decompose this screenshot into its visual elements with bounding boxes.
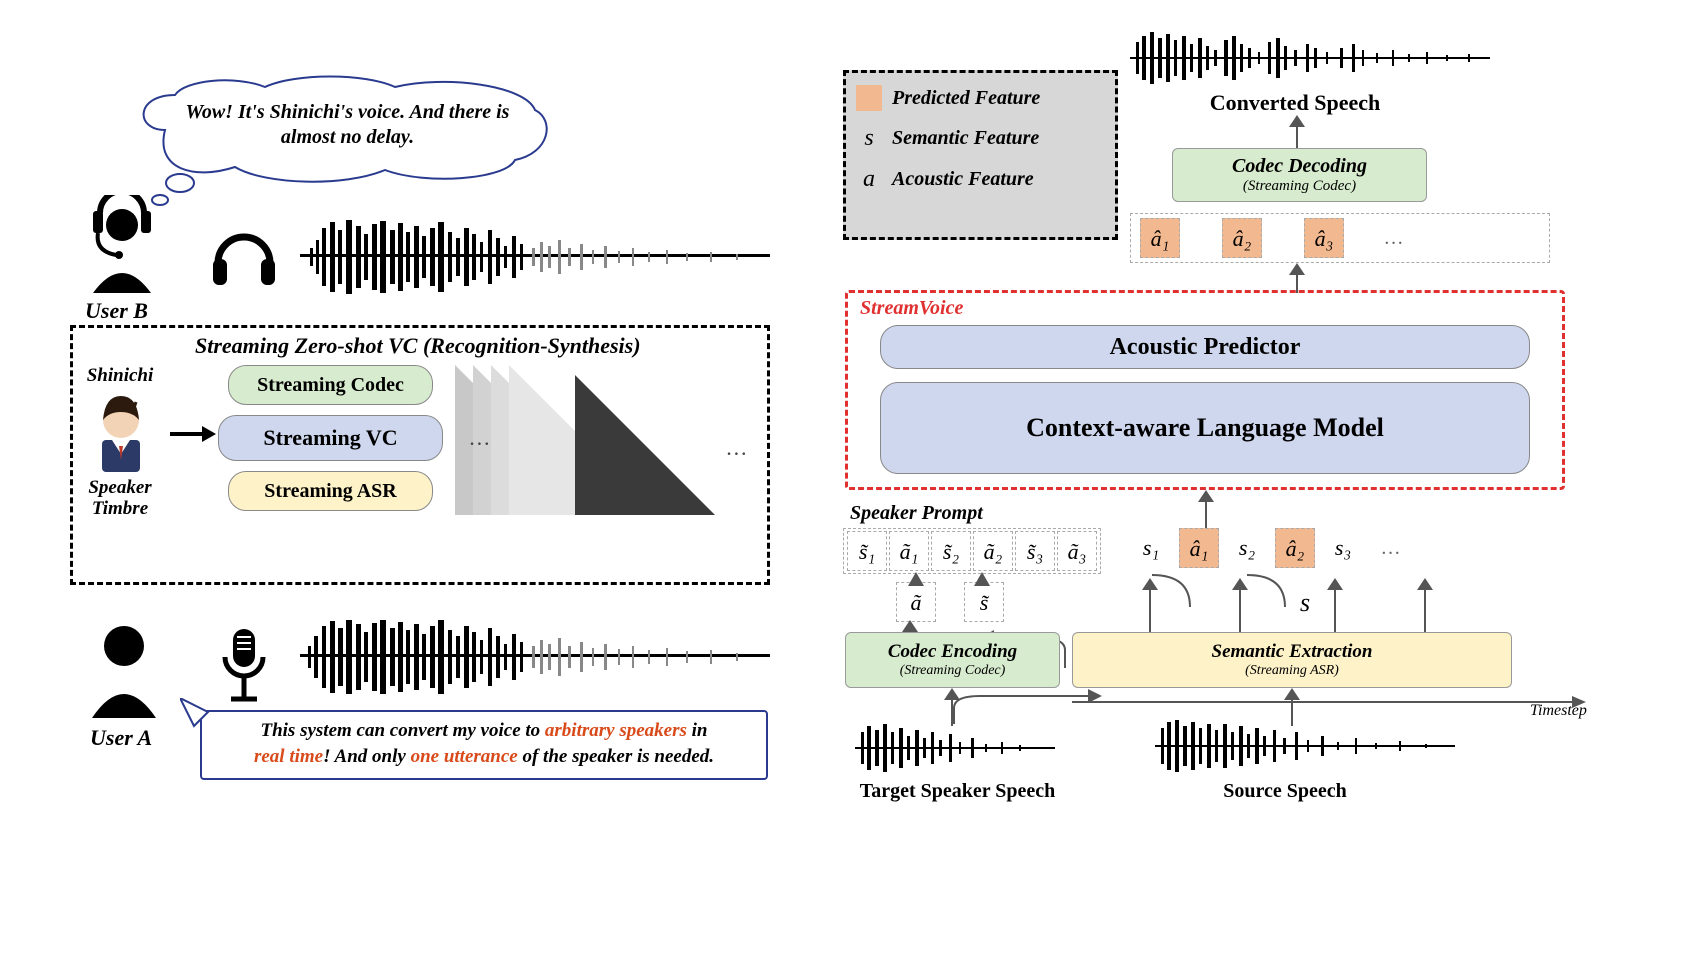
thought-bubble: Wow! It's Shinichi's voice. And there is… <box>125 75 555 220</box>
streaming-asr-pill: Streaming ASR <box>228 471 433 511</box>
pt5: ã₃ <box>1057 531 1097 571</box>
sp1: This system can convert my voice to <box>260 720 544 741</box>
sp2: arbitrary speakers <box>545 720 687 741</box>
sq4: s₃ <box>1323 528 1363 568</box>
speaker-timbre-label: Speaker Timbre <box>70 478 170 520</box>
sp5: ! And only <box>323 746 410 767</box>
out-dots: … <box>1385 227 1403 250</box>
timestep-label: Timestep <box>1530 702 1587 720</box>
streaming-codec-pill: Streaming Codec <box>228 365 433 405</box>
shinichi-avatar <box>88 390 154 479</box>
semantic-extraction-box: Semantic Extraction (Streaming ASR) <box>1072 632 1512 688</box>
acoustic-predictor-pill: Acoustic Predictor <box>880 325 1530 369</box>
converted-waveform <box>1130 30 1490 93</box>
headphones-icon <box>208 225 280 294</box>
svg-text:…: … <box>470 425 490 450</box>
legend-acoustic: Acoustic Feature <box>892 168 1034 191</box>
sp7: of the speaker is needed. <box>518 746 714 767</box>
svg-text:…: … <box>727 435 747 460</box>
waveform-input <box>300 618 770 703</box>
arrow-into-sv <box>1194 490 1218 530</box>
legend-box: Predicted Feature s Semantic Feature a A… <box>843 70 1118 240</box>
user-a-icon <box>82 620 167 725</box>
speaker-timbre-text: Speaker Timbre <box>88 477 151 519</box>
sq3: â₂ <box>1275 528 1315 568</box>
codec-encoding-box: Codec Encoding (Streaming Codec) <box>845 632 1060 688</box>
out-tok-1: â₁ <box>1140 218 1180 258</box>
codec-decoding-box: Codec Decoding (Streaming Codec) <box>1172 148 1427 202</box>
user-b-label: User B <box>85 298 148 324</box>
output-tokens: â₁ â₂ â₃ … <box>1130 213 1550 263</box>
source-waveform <box>1155 718 1455 781</box>
sq-dots: … <box>1382 537 1400 560</box>
arrow-sv-out <box>1285 263 1309 293</box>
thought-text: Wow! It's Shinichi's voice. And there is… <box>180 100 515 150</box>
seq-tokens: s₁ â₁ s₂ â₂ s₃ … <box>1130 528 1400 568</box>
legend-s: s <box>856 125 882 152</box>
legend-semantic: Semantic Feature <box>892 127 1039 150</box>
user-b-icon <box>75 195 170 300</box>
sp6: one utterance <box>411 746 518 767</box>
shinichi-label: Shinichi <box>75 365 165 387</box>
codec-decoding-label: Codec Decoding <box>1232 155 1367 178</box>
vc-title: Streaming Zero-shot VC (Recognition-Synt… <box>195 333 641 359</box>
speaker-prompt-label: Speaker Prompt <box>850 502 983 525</box>
timestep-axis <box>1072 694 1592 714</box>
codec-decoding-sub: (Streaming Codec) <box>1243 178 1356 195</box>
waveform-output <box>300 218 770 303</box>
speech-bubble: This system can convert my voice to arbi… <box>200 710 768 780</box>
pt3: ã₂ <box>973 531 1013 571</box>
out-tok-2: â₂ <box>1222 218 1262 258</box>
target-waveform <box>855 722 1055 781</box>
legend-swatch-predicted <box>856 85 882 111</box>
legend-a: a <box>856 166 882 193</box>
source-speech-label: Source Speech <box>1185 780 1385 803</box>
pt4: s̃₃ <box>1015 531 1055 571</box>
pt2: s̃₂ <box>931 531 971 571</box>
target-speaker-label: Target Speaker Speech <box>835 780 1080 803</box>
sem-ext-label: Semantic Extraction <box>1212 641 1373 663</box>
sq2: s₂ <box>1227 528 1267 568</box>
avatar-arrow <box>168 420 216 448</box>
streaming-vc-pill: Streaming VC <box>218 415 443 461</box>
legend-predicted: Predicted Feature <box>892 87 1040 110</box>
user-a-label: User A <box>90 725 152 751</box>
out-tok-3: â₃ <box>1304 218 1344 258</box>
sq1: â₁ <box>1179 528 1219 568</box>
codec-enc-label: Codec Encoding <box>888 641 1017 663</box>
context-lm-pill: Context-aware Language Model <box>880 382 1530 474</box>
streamvoice-label: StreamVoice <box>860 297 963 320</box>
microphone-icon <box>215 625 273 720</box>
converted-speech-label: Converted Speech <box>1180 90 1410 116</box>
causal-attention-diagram: … … <box>455 365 755 575</box>
speech-text: This system can convert my voice to arbi… <box>212 718 756 769</box>
sp3: in <box>687 720 708 741</box>
sem-ext-sub: (Streaming ASR) <box>1245 663 1339 679</box>
sq0: s₁ <box>1131 528 1171 568</box>
codec-enc-sub: (Streaming Codec) <box>900 663 1006 679</box>
pt0: s̃₁ <box>847 531 887 571</box>
sp4: real time <box>254 746 323 767</box>
prompt-tokens: s̃₁ ã₁ s̃₂ ã₂ s̃₃ ã₃ <box>843 528 1101 574</box>
arrow-to-converted <box>1285 115 1309 149</box>
pt1: ã₁ <box>889 531 929 571</box>
